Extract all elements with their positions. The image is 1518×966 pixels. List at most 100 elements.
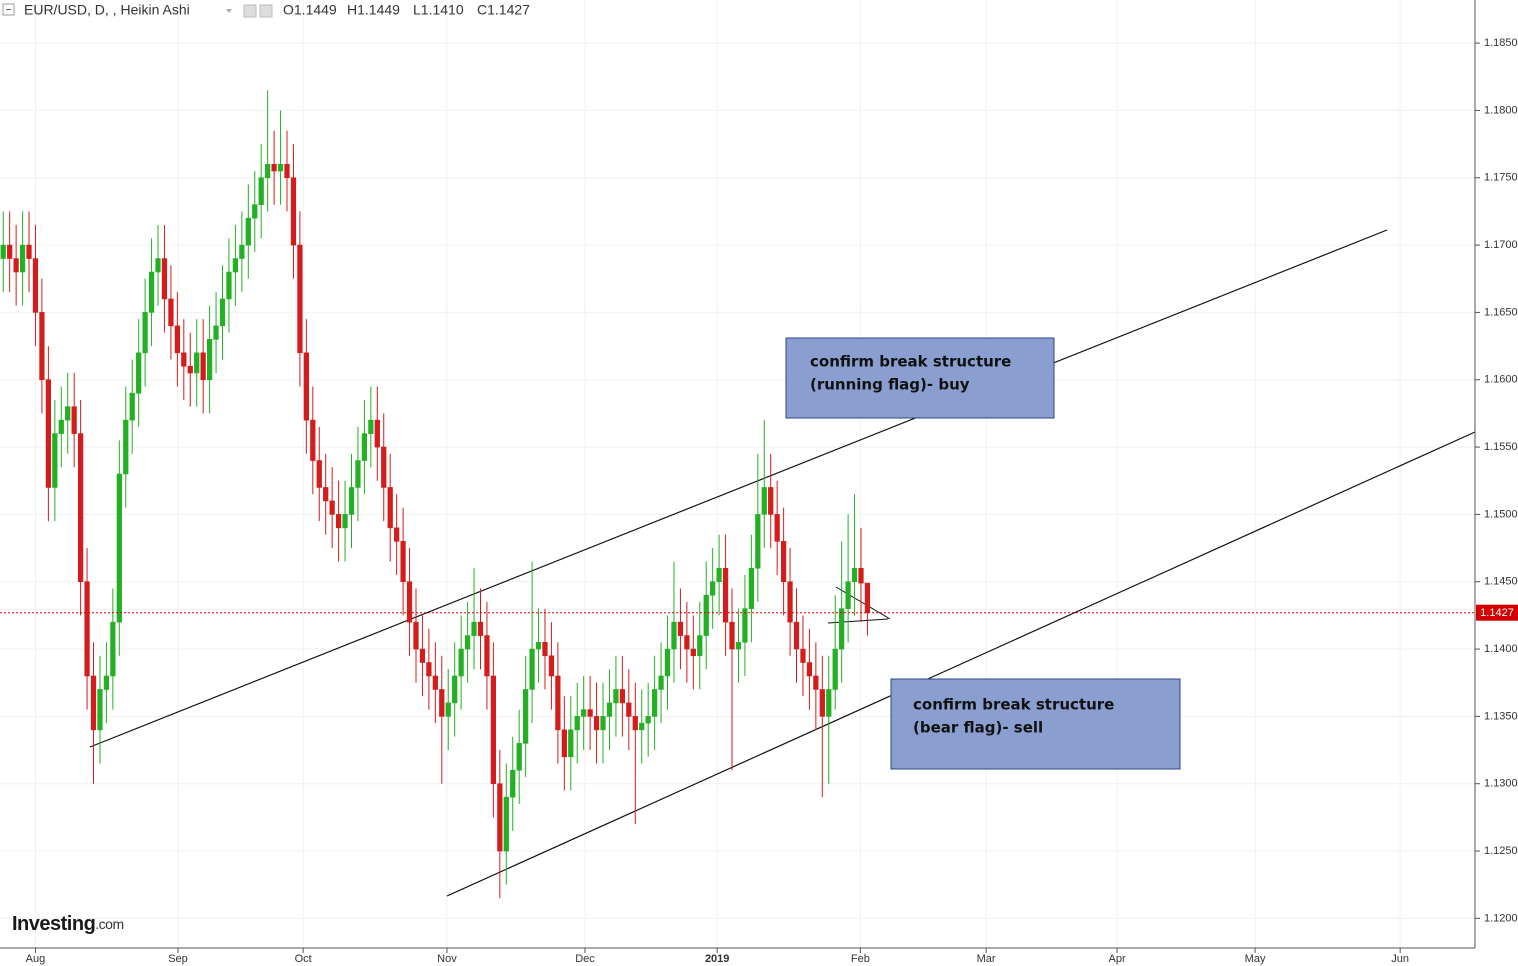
candle-body [464, 635, 471, 650]
candle-body [226, 271, 232, 300]
candle-body [116, 473, 122, 623]
candle-body [664, 648, 671, 677]
candle-body [258, 177, 264, 205]
x-tick-label: Mar [977, 953, 996, 965]
candle-body [858, 567, 864, 584]
candle-body [110, 621, 116, 677]
candle-body [374, 419, 380, 448]
candle-body [58, 419, 64, 434]
candle-body [400, 541, 406, 583]
candle-body [155, 258, 161, 273]
candle-body [652, 689, 658, 717]
candle-body [426, 662, 432, 677]
candle-body [555, 675, 561, 731]
candle-body [123, 419, 129, 475]
candle-body [632, 716, 638, 731]
candle-body [271, 163, 277, 172]
candle-body [77, 433, 84, 583]
candle-body [626, 702, 632, 717]
y-tick-label: 1.1200 [1484, 912, 1518, 924]
candle-body [45, 379, 51, 488]
candle-body [574, 716, 580, 731]
candle-body [19, 244, 26, 273]
x-tick-label: Jun [1391, 953, 1409, 965]
candle-body [742, 608, 748, 643]
y-tick-label: 1.1650 [1484, 306, 1518, 318]
flag-line [835, 586, 891, 620]
candle-body [658, 675, 664, 690]
candle-body [368, 419, 374, 434]
candles [0, 90, 1475, 899]
y-tick-label: 1.1250 [1484, 845, 1518, 857]
candle-body [806, 662, 813, 677]
candle-body [13, 258, 19, 273]
candle-body [213, 325, 219, 340]
annotation-text: (running flag)- buy [810, 376, 970, 394]
y-tick-label: 1.1450 [1484, 576, 1518, 588]
candle-body [613, 689, 619, 704]
candle-body [548, 655, 555, 677]
candle-body [206, 339, 213, 381]
y-tick-label: 1.1600 [1484, 374, 1518, 386]
candle-body [71, 406, 77, 434]
ohlc-close: C1.1427 [477, 2, 530, 18]
logo: Investing.com [12, 913, 124, 935]
candle-body [690, 648, 696, 657]
x-tick-label: Nov [437, 953, 457, 965]
y-tick-label: 1.1800 [1484, 104, 1518, 116]
candle-body [787, 581, 793, 623]
candle-body [329, 500, 335, 515]
annotation-text: confirm break structure [810, 353, 1011, 371]
candle-body [361, 433, 368, 461]
x-tick-label: Feb [851, 953, 870, 965]
candle-body [619, 689, 625, 704]
candle-body [832, 648, 838, 690]
candle-body [523, 689, 529, 744]
candle-body [542, 642, 548, 657]
last-price-label: 1.1427 [1480, 607, 1514, 619]
candle-body [606, 702, 613, 717]
symbol-label: EUR/USD, D, , Heikin Ashi [24, 2, 190, 18]
candle-body [103, 675, 110, 690]
candle-body [284, 163, 290, 179]
candle-body [355, 460, 361, 488]
logo-suffix: .com [95, 916, 123, 932]
logo-main: Investing [12, 913, 95, 935]
annotation-text: (bear flag)- sell [913, 719, 1043, 737]
y-tick-label: 1.1700 [1484, 239, 1518, 251]
candle-body [432, 675, 438, 690]
candle-body [39, 312, 45, 381]
candle-body [290, 177, 297, 246]
candle-body [839, 608, 845, 650]
candle-body [413, 621, 419, 650]
candle-body [671, 621, 677, 650]
candle-body [581, 709, 587, 717]
annotation-box [890, 678, 1181, 770]
candle-body [600, 716, 606, 731]
candle-body [387, 487, 393, 529]
candle-body [245, 217, 251, 246]
candle-body [774, 514, 780, 542]
candle-body [568, 729, 574, 758]
settings-icon[interactable] [243, 4, 257, 18]
candle-body [716, 567, 722, 583]
last-price-tag [1476, 604, 1518, 621]
candle-body [174, 325, 180, 354]
annotation-text: confirm break structure [913, 696, 1114, 714]
y-tick-label: 1.1500 [1484, 508, 1518, 520]
candle-body [780, 541, 787, 583]
candle-body [639, 722, 645, 731]
candle-body [381, 446, 387, 488]
candle-body [323, 487, 329, 502]
candle-body [729, 621, 735, 650]
dropdown-caret[interactable] [226, 9, 232, 13]
candle-body [181, 352, 187, 367]
candle-body [0, 244, 6, 259]
trend-line [446, 431, 1476, 897]
candle-body [439, 689, 445, 717]
candle-body [310, 419, 316, 461]
settings-icon[interactable] [259, 4, 273, 18]
flag-line [827, 618, 889, 624]
